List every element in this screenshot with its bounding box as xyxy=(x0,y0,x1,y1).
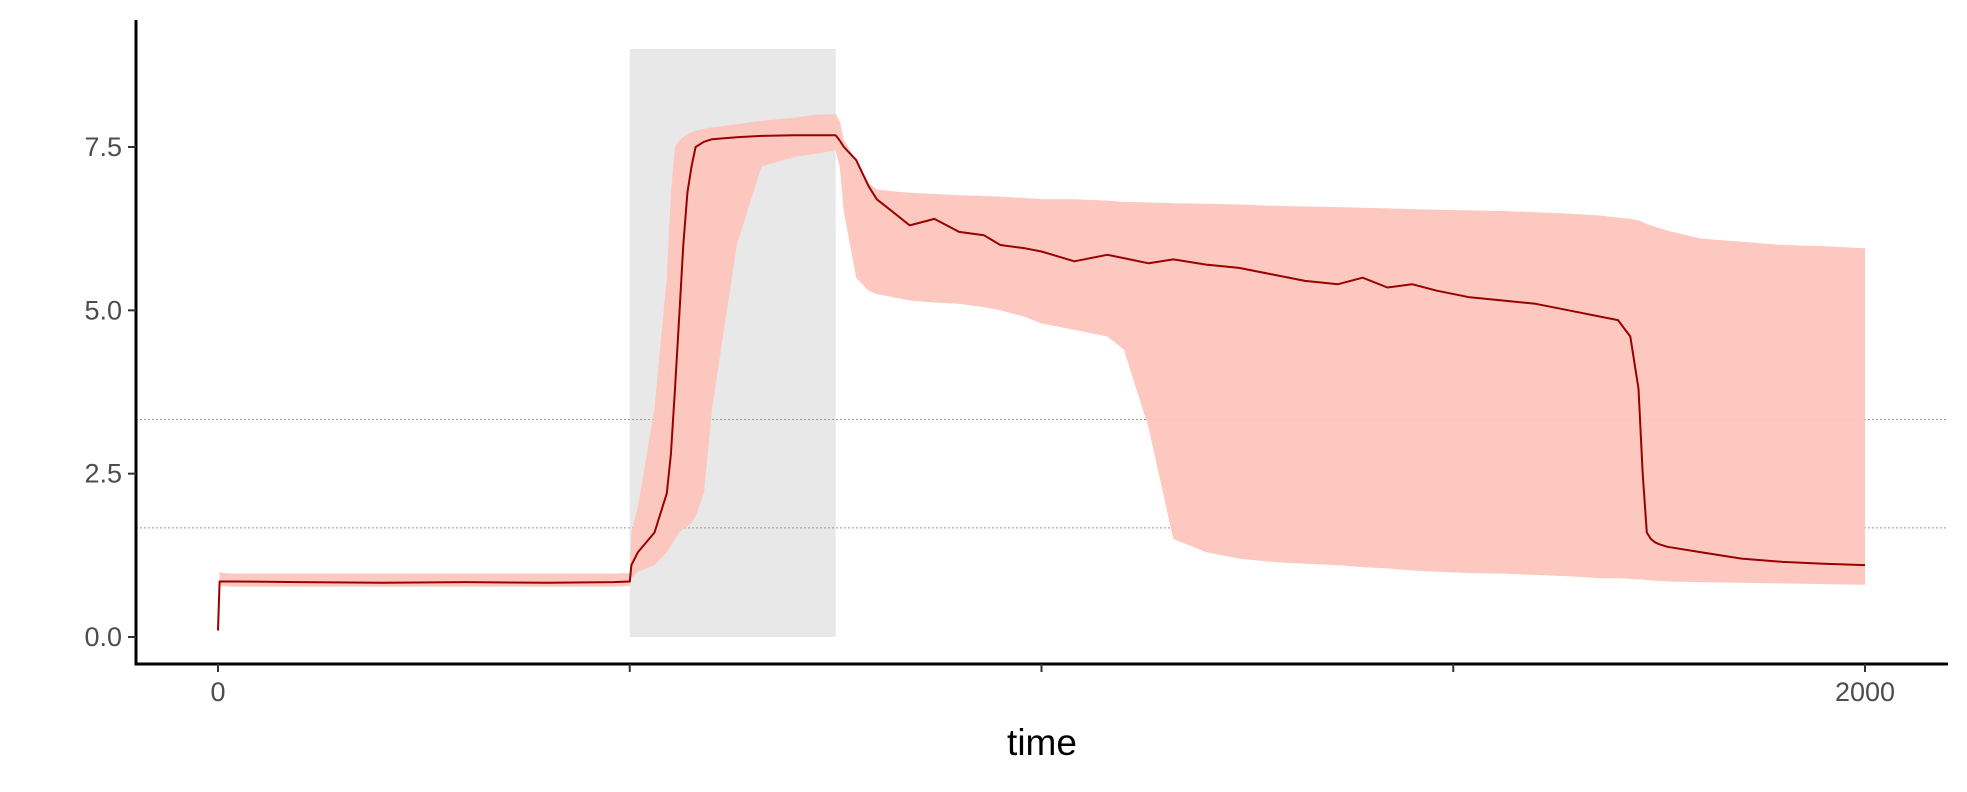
x-tick-label: 2000 xyxy=(1835,677,1895,707)
x-axis-title: time xyxy=(1007,722,1077,763)
y-tick-label: 7.5 xyxy=(84,132,122,162)
y-tick-label: 5.0 xyxy=(84,295,122,325)
y-tick-label: 2.5 xyxy=(84,459,122,489)
y-tick-label: 0.0 xyxy=(84,622,122,652)
confidence-band xyxy=(218,114,1865,631)
tick-layer: 0.0 2.5 5.0 7.5 0 2000 xyxy=(84,132,1895,707)
confidence-band-layer xyxy=(218,114,1865,631)
series-line xyxy=(217,134,1866,631)
series-line-layer xyxy=(217,134,1866,631)
x-tick-label: 0 xyxy=(210,677,225,707)
